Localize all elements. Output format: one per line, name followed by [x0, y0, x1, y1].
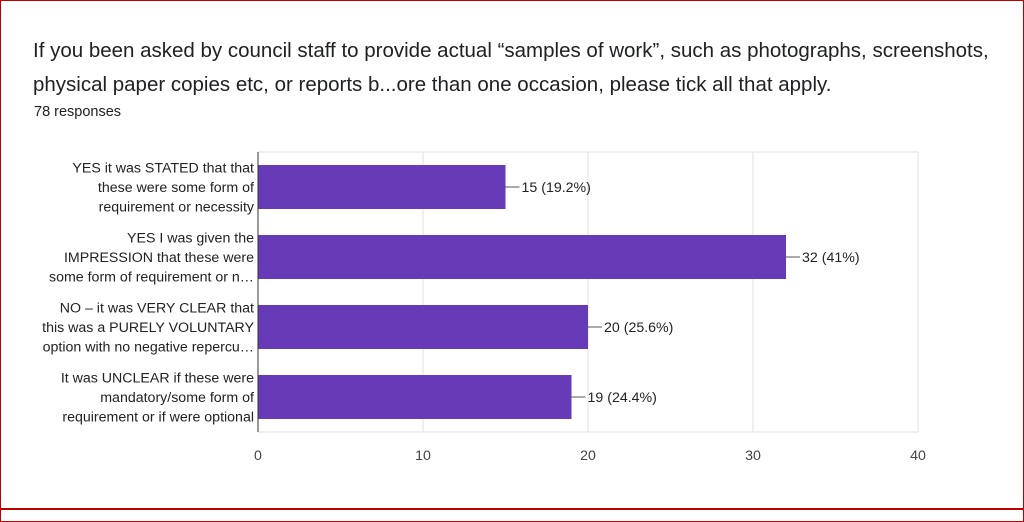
question-title: If you been asked by council staff to pr…	[33, 39, 989, 96]
data-label: 32 (41%)	[802, 250, 860, 266]
category-label: requirement or necessity	[99, 200, 255, 216]
category-label: mandatory/some form of	[100, 390, 254, 406]
bar	[258, 305, 588, 349]
x-tick-label: 30	[745, 448, 761, 464]
category-label: NO – it was VERY CLEAR that	[60, 301, 254, 317]
data-label: 15 (19.2%)	[522, 180, 591, 196]
category-label: YES it was STATED that that	[72, 161, 254, 177]
data-label: 19 (24.4%)	[588, 390, 657, 406]
x-tick-label: 10	[415, 448, 431, 464]
x-tick-label: 20	[580, 448, 596, 464]
bar	[258, 375, 572, 419]
response-count: 78 responses	[34, 104, 122, 120]
category-label: this was a PURELY VOLUNTARY	[42, 320, 254, 336]
category-label: requirement or if were optional	[62, 410, 254, 426]
x-tick-label: 0	[254, 448, 262, 464]
category-label: option with no negative repercu…	[43, 340, 254, 356]
x-tick-label: 40	[910, 448, 926, 464]
data-label: 20 (25.6%)	[604, 320, 673, 336]
bar-chart: 0 10 20 30 40 15 (19.2%) YES it was STATED tha…	[42, 151, 926, 464]
category-label: YES I was given the	[127, 231, 254, 247]
bar	[258, 165, 506, 209]
category-label: these were some form of	[98, 180, 254, 196]
category-label: some form of requirement or n…	[49, 270, 254, 286]
category-label: It was UNCLEAR if these were	[61, 371, 254, 387]
card-bottom-border	[0, 508, 1024, 510]
category-label: IMPRESSION that these were	[64, 250, 254, 266]
bar	[258, 235, 786, 279]
